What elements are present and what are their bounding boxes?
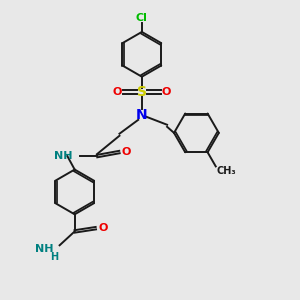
Text: S: S (137, 85, 147, 99)
Text: O: O (122, 147, 131, 157)
Text: Cl: Cl (136, 13, 148, 23)
Text: NH: NH (35, 244, 53, 254)
Text: NH: NH (54, 151, 73, 161)
Text: H: H (50, 253, 59, 262)
Text: O: O (162, 87, 171, 97)
Text: O: O (98, 223, 107, 233)
Text: N: N (136, 108, 148, 122)
Text: O: O (113, 87, 122, 97)
Text: CH₃: CH₃ (217, 166, 236, 176)
